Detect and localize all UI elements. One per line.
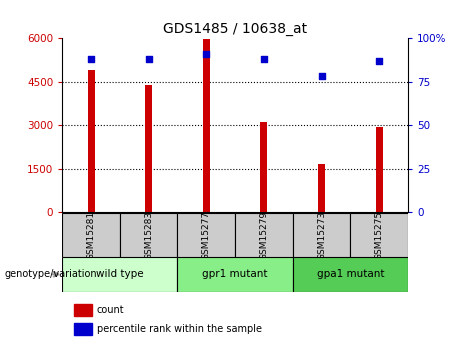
- Text: GSM15279: GSM15279: [260, 210, 268, 259]
- Text: percentile rank within the sample: percentile rank within the sample: [97, 324, 262, 334]
- Text: GSM15281: GSM15281: [87, 210, 95, 259]
- Bar: [260, 122, 267, 212]
- Point: [260, 56, 267, 62]
- Bar: [235, 213, 293, 257]
- Bar: [62, 213, 120, 257]
- Point: [202, 51, 210, 56]
- Text: GSM15275: GSM15275: [375, 210, 384, 259]
- Text: GSM15283: GSM15283: [144, 210, 153, 259]
- Text: GSM15277: GSM15277: [202, 210, 211, 259]
- Text: GSM15273: GSM15273: [317, 210, 326, 259]
- Bar: [350, 213, 408, 257]
- Point: [318, 73, 325, 79]
- Bar: [74, 304, 92, 316]
- Bar: [177, 213, 235, 257]
- Text: wild type: wild type: [96, 269, 144, 279]
- Text: gpa1 mutant: gpa1 mutant: [317, 269, 384, 279]
- Bar: [376, 127, 383, 212]
- Point: [88, 56, 95, 62]
- Point: [145, 56, 152, 62]
- Bar: [203, 39, 210, 212]
- Text: count: count: [97, 305, 124, 315]
- Text: genotype/variation: genotype/variation: [5, 269, 97, 279]
- Bar: [62, 257, 177, 292]
- Bar: [88, 70, 95, 212]
- Text: gpr1 mutant: gpr1 mutant: [202, 269, 268, 279]
- Bar: [177, 257, 293, 292]
- Bar: [318, 164, 325, 212]
- Point: [375, 58, 383, 63]
- Bar: [74, 323, 92, 335]
- Bar: [293, 213, 350, 257]
- Title: GDS1485 / 10638_at: GDS1485 / 10638_at: [163, 21, 307, 36]
- Bar: [293, 257, 408, 292]
- Bar: [145, 85, 152, 212]
- Bar: [120, 213, 177, 257]
